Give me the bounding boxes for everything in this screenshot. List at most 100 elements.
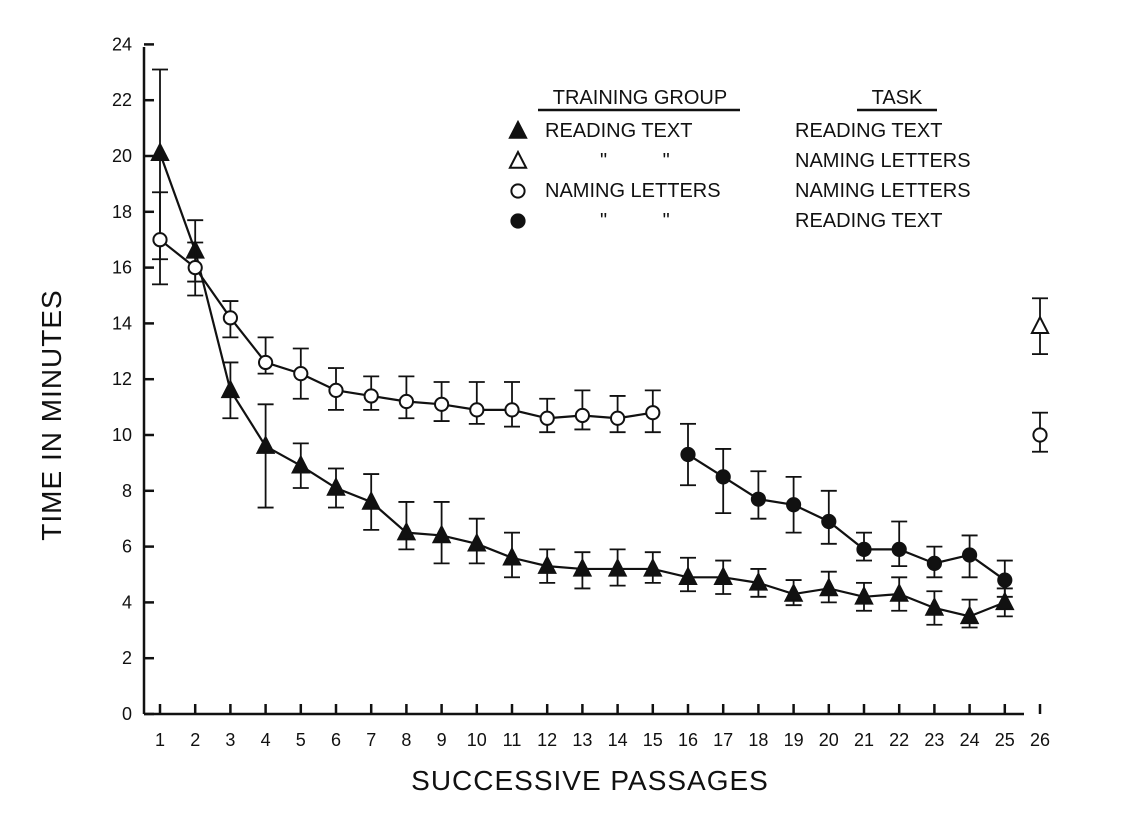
data-point bbox=[645, 405, 661, 421]
x-tick-label: 5 bbox=[296, 730, 306, 750]
data-point bbox=[926, 555, 943, 571]
data-point bbox=[255, 434, 276, 454]
y-tick-label: 20 bbox=[112, 146, 132, 166]
x-tick-label: 3 bbox=[225, 730, 235, 750]
x-tick-label: 11 bbox=[503, 730, 522, 750]
data-point bbox=[258, 354, 274, 371]
data-point bbox=[363, 388, 379, 404]
data-point bbox=[856, 541, 872, 557]
data-point bbox=[220, 379, 241, 399]
x-tick-label: 23 bbox=[924, 730, 944, 750]
data-point bbox=[431, 524, 452, 544]
data-point bbox=[150, 142, 170, 161]
y-tick-label: 12 bbox=[112, 369, 132, 389]
x-tick-label: 12 bbox=[537, 730, 557, 750]
y-tick-label: 16 bbox=[112, 258, 132, 278]
legend-row-3-training-group: NAMING LETTERS bbox=[545, 180, 721, 202]
data-point bbox=[748, 571, 769, 591]
legend-symbol bbox=[510, 183, 526, 199]
x-tick-label: 6 bbox=[331, 730, 341, 750]
y-tick-label: 24 bbox=[112, 34, 132, 54]
data-point bbox=[997, 572, 1013, 588]
x-tick-label: 21 bbox=[854, 730, 874, 750]
data-point bbox=[854, 585, 874, 605]
data-point bbox=[398, 393, 414, 410]
y-tick-label: 6 bbox=[122, 537, 132, 557]
data-point bbox=[467, 532, 487, 552]
data-point bbox=[995, 591, 1015, 611]
series-5 bbox=[1032, 411, 1048, 453]
data-point bbox=[504, 402, 520, 418]
data-point bbox=[610, 410, 626, 426]
series-3 bbox=[680, 422, 1013, 598]
x-tick-label: 4 bbox=[261, 730, 271, 750]
legend-row-3-task: NAMING LETTERS bbox=[795, 180, 971, 202]
legend-row-2-training-group: " " bbox=[600, 150, 670, 172]
data-point bbox=[469, 402, 485, 418]
y-tick-label: 8 bbox=[122, 481, 132, 501]
data-point bbox=[361, 490, 381, 510]
data-point bbox=[819, 577, 839, 597]
data-point bbox=[783, 582, 804, 602]
series-4 bbox=[1030, 297, 1050, 355]
data-point bbox=[962, 547, 978, 563]
data-point bbox=[502, 546, 522, 566]
x-tick-label: 19 bbox=[784, 730, 804, 750]
y-tick-label: 18 bbox=[112, 202, 132, 222]
y-tick-label: 0 bbox=[122, 704, 132, 724]
legend-row-4-task: READING TEXT bbox=[795, 210, 942, 232]
x-tick-label: 9 bbox=[437, 730, 447, 750]
data-point bbox=[1030, 315, 1050, 334]
x-tick-label: 26 bbox=[1030, 730, 1050, 750]
data-point bbox=[396, 521, 417, 541]
legend-row-1-training-group: READING TEXT bbox=[545, 120, 692, 142]
series-line bbox=[687, 453, 1006, 581]
x-axis-label: SUCCESSIVE PASSAGES bbox=[411, 765, 769, 796]
y-tick-label: 14 bbox=[112, 313, 132, 333]
data-point bbox=[326, 476, 346, 496]
x-tick-label: 18 bbox=[748, 730, 768, 750]
legend-header-training-group: TRAINING GROUP bbox=[553, 87, 727, 109]
data-point bbox=[786, 497, 802, 513]
data-point bbox=[574, 407, 591, 424]
x-tick-label: 1 bbox=[155, 730, 165, 750]
data-point bbox=[713, 566, 733, 586]
data-point bbox=[891, 541, 907, 557]
legend-symbol bbox=[510, 213, 526, 229]
legend-row-1-task: READING TEXT bbox=[795, 120, 942, 142]
legend-header-task: TASK bbox=[872, 87, 923, 109]
y-tick-label: 2 bbox=[122, 648, 132, 668]
data-point bbox=[572, 557, 593, 577]
data-point bbox=[291, 454, 311, 474]
data-point bbox=[715, 469, 731, 485]
data-point bbox=[328, 382, 344, 398]
data-point bbox=[434, 396, 450, 412]
series-2 bbox=[152, 191, 661, 434]
y-tick-label: 22 bbox=[112, 90, 132, 110]
y-axis-label: TIME IN MINUTES bbox=[36, 289, 67, 540]
y-tick-label: 10 bbox=[112, 425, 132, 445]
x-tick-label: 14 bbox=[608, 730, 628, 750]
data-point bbox=[293, 366, 309, 382]
data-point bbox=[889, 582, 909, 602]
series-area bbox=[150, 68, 1050, 629]
data-point bbox=[537, 554, 557, 574]
series-1 bbox=[150, 68, 1015, 629]
data-point bbox=[607, 557, 628, 577]
legend-row-2-task: NAMING LETTERS bbox=[795, 150, 971, 172]
x-tick-label: 15 bbox=[643, 730, 663, 750]
x-tick-label: 13 bbox=[572, 730, 592, 750]
data-point bbox=[924, 596, 945, 616]
axes bbox=[142, 47, 1024, 716]
data-point bbox=[1032, 427, 1048, 443]
legend: TRAINING GROUP TASK READING TEXT READING… bbox=[508, 87, 971, 232]
y-tick-label: 4 bbox=[122, 592, 132, 612]
data-point bbox=[187, 260, 203, 276]
x-tick-label: 10 bbox=[467, 730, 487, 750]
x-tick-label: 22 bbox=[889, 730, 909, 750]
x-tick-label: 16 bbox=[678, 730, 698, 750]
x-tick-label: 7 bbox=[366, 730, 376, 750]
data-point bbox=[643, 557, 663, 577]
